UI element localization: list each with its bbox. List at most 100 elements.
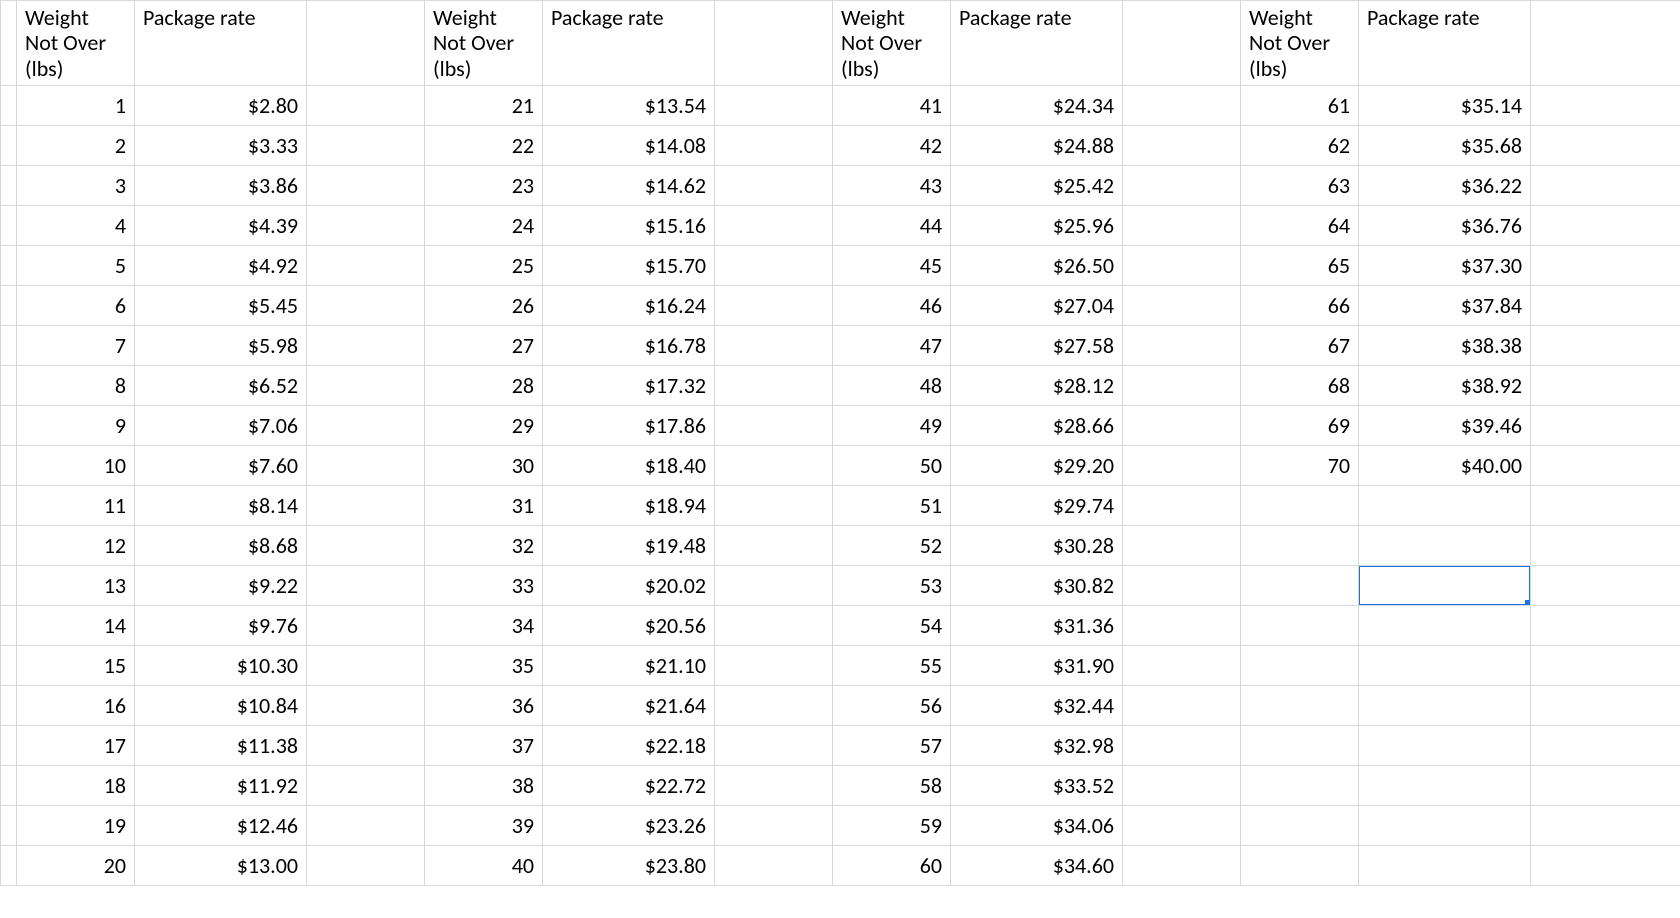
rate-cell[interactable]: $36.22 bbox=[1359, 165, 1531, 205]
rate-cell[interactable]: $2.80 bbox=[135, 85, 307, 125]
rate-cell[interactable] bbox=[1359, 645, 1531, 685]
spacer-cell[interactable] bbox=[715, 805, 833, 845]
weight-cell[interactable]: 69 bbox=[1241, 405, 1359, 445]
weight-cell[interactable]: 20 bbox=[17, 845, 135, 885]
rate-cell[interactable]: $7.60 bbox=[135, 445, 307, 485]
spacer-cell[interactable] bbox=[307, 125, 425, 165]
rate-cell[interactable]: $22.18 bbox=[543, 725, 715, 765]
rate-cell[interactable]: $12.46 bbox=[135, 805, 307, 845]
weight-cell[interactable] bbox=[1241, 725, 1359, 765]
weight-cell[interactable]: 36 bbox=[425, 685, 543, 725]
tail-cell[interactable] bbox=[1531, 365, 1680, 405]
rate-cell[interactable]: $25.96 bbox=[951, 205, 1123, 245]
weight-cell[interactable]: 33 bbox=[425, 565, 543, 605]
rate-cell[interactable]: $8.68 bbox=[135, 525, 307, 565]
rate-cell[interactable]: $23.80 bbox=[543, 845, 715, 885]
spacer-cell[interactable] bbox=[715, 165, 833, 205]
rate-cell[interactable]: $14.08 bbox=[543, 125, 715, 165]
weight-cell[interactable]: 25 bbox=[425, 245, 543, 285]
weight-cell[interactable]: 17 bbox=[17, 725, 135, 765]
spacer-cell[interactable] bbox=[715, 485, 833, 525]
spacer-cell[interactable] bbox=[1123, 125, 1241, 165]
rate-cell[interactable] bbox=[1359, 605, 1531, 645]
rate-cell[interactable]: $24.34 bbox=[951, 85, 1123, 125]
rate-cell[interactable]: $15.70 bbox=[543, 245, 715, 285]
gutter-cell[interactable] bbox=[1, 525, 17, 565]
weight-cell[interactable]: 46 bbox=[833, 285, 951, 325]
tail-cell[interactable] bbox=[1531, 525, 1680, 565]
weight-cell[interactable]: 34 bbox=[425, 605, 543, 645]
weight-cell[interactable]: 14 bbox=[17, 605, 135, 645]
weight-cell[interactable]: 39 bbox=[425, 805, 543, 845]
spacer-cell[interactable] bbox=[715, 725, 833, 765]
spacer-cell[interactable] bbox=[307, 565, 425, 605]
weight-cell[interactable]: 56 bbox=[833, 685, 951, 725]
spacer-cell[interactable] bbox=[1123, 285, 1241, 325]
weight-cell[interactable]: 65 bbox=[1241, 245, 1359, 285]
weight-cell[interactable] bbox=[1241, 845, 1359, 885]
tail-cell[interactable] bbox=[1531, 405, 1680, 445]
weight-cell[interactable]: 27 bbox=[425, 325, 543, 365]
spacer-cell[interactable] bbox=[307, 845, 425, 885]
rate-cell[interactable]: $27.58 bbox=[951, 325, 1123, 365]
rate-cell[interactable]: $10.84 bbox=[135, 685, 307, 725]
rate-cell[interactable]: $10.30 bbox=[135, 645, 307, 685]
spacer-cell[interactable] bbox=[307, 805, 425, 845]
weight-cell[interactable] bbox=[1241, 565, 1359, 605]
spacer-cell[interactable] bbox=[307, 365, 425, 405]
rate-cell[interactable]: $29.74 bbox=[951, 485, 1123, 525]
spacer-cell[interactable] bbox=[307, 445, 425, 485]
tail-cell[interactable] bbox=[1531, 485, 1680, 525]
weight-cell[interactable]: 29 bbox=[425, 405, 543, 445]
rate-cell[interactable]: $27.04 bbox=[951, 285, 1123, 325]
spacer-cell[interactable] bbox=[715, 645, 833, 685]
weight-cell[interactable]: 9 bbox=[17, 405, 135, 445]
spacer-cell[interactable] bbox=[715, 85, 833, 125]
rate-cell[interactable]: $28.66 bbox=[951, 405, 1123, 445]
spacer-cell[interactable] bbox=[1123, 565, 1241, 605]
rate-cell[interactable] bbox=[1359, 685, 1531, 725]
rate-cell[interactable]: $32.98 bbox=[951, 725, 1123, 765]
gutter-cell[interactable] bbox=[1, 445, 17, 485]
spacer-cell[interactable] bbox=[307, 485, 425, 525]
spacer-cell[interactable] bbox=[307, 405, 425, 445]
col-header-weight[interactable]: Weight Not Over (lbs) bbox=[833, 1, 951, 86]
rate-cell[interactable]: $35.68 bbox=[1359, 125, 1531, 165]
weight-cell[interactable] bbox=[1241, 685, 1359, 725]
spacer-cell[interactable] bbox=[1123, 445, 1241, 485]
rate-cell[interactable]: $25.42 bbox=[951, 165, 1123, 205]
rate-cell[interactable]: $24.88 bbox=[951, 125, 1123, 165]
weight-cell[interactable]: 24 bbox=[425, 205, 543, 245]
weight-cell[interactable]: 26 bbox=[425, 285, 543, 325]
weight-cell[interactable]: 57 bbox=[833, 725, 951, 765]
weight-cell[interactable]: 51 bbox=[833, 485, 951, 525]
rate-cell[interactable]: $34.06 bbox=[951, 805, 1123, 845]
rate-cell[interactable] bbox=[1359, 805, 1531, 845]
weight-cell[interactable]: 2 bbox=[17, 125, 135, 165]
gutter-cell[interactable] bbox=[1, 605, 17, 645]
rate-cell[interactable]: $40.00 bbox=[1359, 445, 1531, 485]
rate-cell[interactable]: $21.64 bbox=[543, 685, 715, 725]
tail-cell[interactable] bbox=[1531, 165, 1680, 205]
weight-cell[interactable]: 41 bbox=[833, 85, 951, 125]
rate-cell[interactable]: $16.24 bbox=[543, 285, 715, 325]
weight-cell[interactable]: 47 bbox=[833, 325, 951, 365]
rate-cell[interactable]: $21.10 bbox=[543, 645, 715, 685]
spacer-cell[interactable] bbox=[1123, 205, 1241, 245]
rate-cell[interactable]: $32.44 bbox=[951, 685, 1123, 725]
rate-cell[interactable]: $35.14 bbox=[1359, 85, 1531, 125]
rate-cell[interactable]: $37.84 bbox=[1359, 285, 1531, 325]
spacer-cell[interactable] bbox=[1123, 725, 1241, 765]
spacer-cell[interactable] bbox=[715, 1, 833, 86]
rate-cell[interactable]: $29.20 bbox=[951, 445, 1123, 485]
weight-cell[interactable]: 38 bbox=[425, 765, 543, 805]
tail-cell[interactable] bbox=[1531, 285, 1680, 325]
weight-cell[interactable]: 11 bbox=[17, 485, 135, 525]
gutter-cell[interactable] bbox=[1, 205, 17, 245]
weight-cell[interactable]: 70 bbox=[1241, 445, 1359, 485]
col-header-weight[interactable]: Weight Not Over (lbs) bbox=[1241, 1, 1359, 86]
weight-cell[interactable]: 42 bbox=[833, 125, 951, 165]
weight-cell[interactable]: 43 bbox=[833, 165, 951, 205]
spacer-cell[interactable] bbox=[715, 285, 833, 325]
tail-cell[interactable] bbox=[1531, 725, 1680, 765]
